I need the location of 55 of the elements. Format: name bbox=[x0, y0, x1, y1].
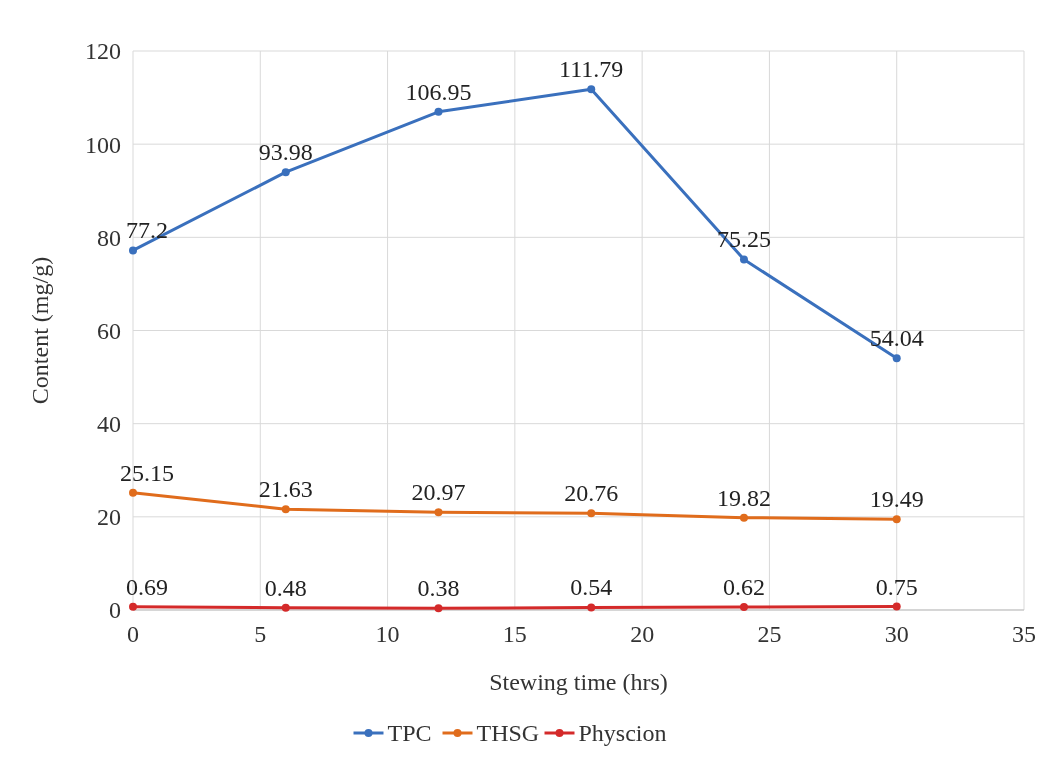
y-tick-label: 120 bbox=[85, 38, 121, 65]
data-label: 0.38 bbox=[417, 575, 460, 602]
data-label: 93.98 bbox=[258, 139, 313, 166]
x-tick-label: 10 bbox=[375, 621, 400, 647]
data-label: 0.62 bbox=[722, 574, 765, 601]
point bbox=[129, 246, 137, 255]
legend-label: THSG bbox=[476, 720, 540, 747]
x-tick-label: 20 bbox=[630, 621, 655, 647]
point bbox=[434, 508, 443, 517]
point bbox=[587, 603, 596, 612]
data-label: 0.54 bbox=[570, 574, 613, 601]
y-tick-label: 60 bbox=[97, 317, 121, 344]
data-label: 19.49 bbox=[869, 486, 924, 513]
data-label: 25.15 bbox=[120, 459, 174, 486]
x-axis-title: Stewing time (hrs) bbox=[489, 669, 668, 695]
point bbox=[281, 603, 290, 612]
data-label: 54.04 bbox=[869, 325, 924, 352]
x-tick-label: 35 bbox=[1012, 621, 1036, 647]
x-tick-label: 30 bbox=[884, 621, 909, 647]
data-label: 111.79 bbox=[559, 56, 624, 83]
x-tick-label: 0 bbox=[127, 621, 139, 647]
point bbox=[587, 85, 596, 94]
data-label: 0.75 bbox=[875, 573, 918, 600]
point bbox=[281, 168, 290, 177]
point bbox=[129, 488, 137, 497]
point bbox=[739, 255, 748, 264]
data-label: 21.63 bbox=[258, 476, 313, 503]
point bbox=[434, 604, 443, 613]
point bbox=[281, 505, 290, 514]
y-axis-title: Content (mg/g) bbox=[27, 256, 53, 405]
data-label: 0.48 bbox=[264, 574, 307, 601]
data-label: 106.95 bbox=[405, 78, 472, 105]
y-tick-label: 0 bbox=[109, 597, 121, 624]
y-tick-label: 20 bbox=[97, 504, 121, 531]
y-tick-label: 40 bbox=[97, 411, 121, 438]
legend-label: TPC bbox=[387, 720, 432, 747]
point bbox=[892, 515, 901, 524]
y-tick-label: 100 bbox=[85, 131, 121, 158]
x-tick-label: 25 bbox=[757, 621, 782, 647]
data-label: 20.97 bbox=[411, 479, 466, 506]
legend-label: Physcion bbox=[578, 720, 667, 747]
data-label: 20.76 bbox=[564, 480, 619, 507]
x-tick-label: 5 bbox=[254, 621, 267, 647]
y-tick-label: 80 bbox=[97, 224, 121, 251]
point bbox=[892, 354, 901, 363]
data-label: 0.69 bbox=[126, 573, 168, 600]
point bbox=[587, 509, 596, 518]
point bbox=[739, 603, 748, 612]
point bbox=[129, 602, 137, 611]
data-label: 19.82 bbox=[716, 484, 771, 511]
data-label: 77.2 bbox=[126, 217, 168, 244]
x-tick-label: 15 bbox=[502, 621, 527, 647]
point bbox=[739, 513, 748, 522]
point bbox=[892, 602, 901, 611]
point bbox=[434, 107, 443, 116]
